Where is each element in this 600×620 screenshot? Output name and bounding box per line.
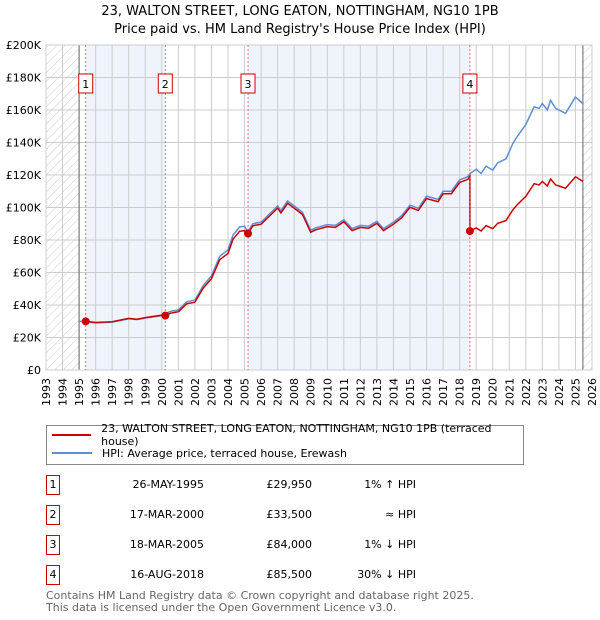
legend-label-hpi: HPI: Average price, terraced house, Erew… (102, 446, 347, 460)
x-tick-label: 2002 (189, 378, 202, 406)
legend-swatch-hpi (52, 452, 92, 454)
x-tick-label: 2019 (470, 378, 483, 406)
sale-label-number: 3 (245, 78, 252, 91)
plot-frame (45, 44, 593, 371)
y-tick-label: £40K (13, 299, 42, 312)
footer-line-2: This data is licensed under the Open Gov… (46, 601, 397, 614)
x-tick-label: 2015 (404, 378, 417, 406)
x-tick-label: 2010 (321, 378, 334, 406)
x-tick-label: 2018 (454, 378, 467, 406)
legend-item-hpi: HPI: Average price, terraced house, Erew… (47, 444, 523, 462)
sale-label-box (240, 73, 256, 94)
x-tick-label: 2004 (222, 378, 235, 406)
sale-point (465, 227, 474, 236)
sale-label-number: 4 (466, 78, 473, 91)
x-tick-label: 2001 (172, 378, 185, 406)
sale-row: 4 16-AUG-2018 £85,500 30% ↓ HPI (46, 565, 446, 585)
legend-item-property: 23, WALTON STREET, LONG EATON, NOTTINGHA… (47, 422, 523, 448)
x-tick-label: 2003 (205, 378, 218, 406)
sale-row: 1 26-MAY-1995 £29,950 1% ↑ HPI (46, 475, 446, 495)
y-tick-label: £60K (13, 267, 42, 280)
sale-number: 1 (46, 475, 60, 495)
x-tick-label: 2016 (421, 378, 434, 406)
sale-date: 18-MAR-2005 (129, 538, 204, 551)
x-tick-label: 1998 (123, 378, 136, 406)
chart-subtitle: Price paid vs. HM Land Registry's House … (114, 22, 486, 37)
property-line (85, 173, 584, 324)
sale-price: £33,500 (266, 508, 313, 521)
sale-hpi-comparison: 1% ↑ HPI (364, 478, 416, 491)
sale-date: 16-AUG-2018 (130, 568, 204, 581)
sale-price: £85,500 (266, 568, 313, 581)
x-tick-label: 2022 (520, 378, 533, 406)
x-tick-label: 2000 (156, 378, 169, 406)
y-tick-label: £100K (6, 202, 42, 215)
y-tick-label: £80K (13, 234, 42, 247)
x-tick-label: 2025 (569, 378, 582, 406)
x-tick-label: 2023 (536, 378, 549, 406)
y-tick-label: £120K (6, 169, 42, 182)
sale-date: 26-MAY-1995 (132, 478, 204, 491)
x-tick-label: 2007 (272, 378, 285, 406)
x-tick-label: 1999 (139, 378, 152, 406)
sale-number: 3 (46, 535, 60, 555)
x-tick-label: 2012 (354, 378, 367, 406)
sale-hpi-comparison: 30% ↓ HPI (357, 568, 416, 581)
sale-point (244, 229, 253, 238)
sale-label-number: 1 (82, 78, 89, 91)
y-tick-label: £160K (6, 104, 42, 117)
y-tick-label: £0 (27, 364, 41, 377)
x-tick-label: 1996 (90, 378, 103, 406)
x-tick-label: 1995 (73, 378, 86, 406)
y-tick-label: £180K (6, 72, 42, 85)
x-tick-label: 2026 (586, 378, 599, 406)
y-tick-label: £200K (6, 39, 42, 52)
sale-label-number: 2 (162, 78, 169, 91)
sale-number: 2 (46, 505, 60, 525)
sale-hpi-comparison: 1% ↓ HPI (364, 538, 416, 551)
x-tick-label: 2024 (553, 378, 566, 406)
sale-point (81, 317, 90, 326)
x-tick-label: 2009 (305, 378, 318, 406)
x-tick-label: 2014 (387, 378, 400, 406)
x-tick-label: 1997 (106, 378, 119, 406)
footer: Contains HM Land Registry data © Crown c… (46, 590, 474, 614)
x-tick-label: 2011 (338, 378, 351, 406)
sale-row: 3 18-MAR-2005 £84,000 1% ↓ HPI (46, 535, 446, 555)
sale-row: 2 17-MAR-2000 £33,500 ≈ HPI (46, 505, 446, 525)
x-tick-label: 2017 (437, 378, 450, 406)
x-tick-label: 2008 (288, 378, 301, 406)
price-chart: 1993 1994 1995 1996 1997 1998 1999 2000 2001 2002… (6, 39, 599, 406)
x-tick-label: 1993 (40, 378, 53, 406)
x-tick-label: 2020 (487, 378, 500, 406)
x-tick-label: 2021 (503, 378, 516, 406)
y-tick-label: £20K (13, 332, 42, 345)
sale-price: £29,950 (266, 478, 313, 491)
y-tick-label: £140K (6, 137, 42, 150)
sale-number: 4 (46, 565, 60, 585)
legend-swatch-property (52, 434, 92, 436)
footer-line-1: Contains HM Land Registry data © Crown c… (46, 589, 474, 602)
legend: 23, WALTON STREET, LONG EATON, NOTTINGHA… (46, 422, 524, 465)
sale-label-box (157, 73, 173, 94)
x-tick-label: 2005 (239, 378, 252, 406)
legend-label-property: 23, WALTON STREET, LONG EATON, NOTTINGHA… (101, 422, 492, 448)
hpi-line (79, 95, 584, 324)
x-tick-label: 2006 (255, 378, 268, 406)
x-tick-label: 2013 (371, 378, 384, 406)
sale-date: 17-MAR-2000 (129, 508, 204, 521)
chart-title: 23, WALTON STREET, LONG EATON, NOTTINGHA… (101, 4, 499, 19)
sale-hpi-comparison: ≈ HPI (385, 508, 416, 521)
sale-price: £84,000 (266, 538, 313, 551)
sale-label-box (462, 73, 478, 94)
sale-point (161, 311, 170, 320)
sale-label-box (78, 73, 94, 94)
x-tick-label: 1994 (57, 378, 70, 406)
